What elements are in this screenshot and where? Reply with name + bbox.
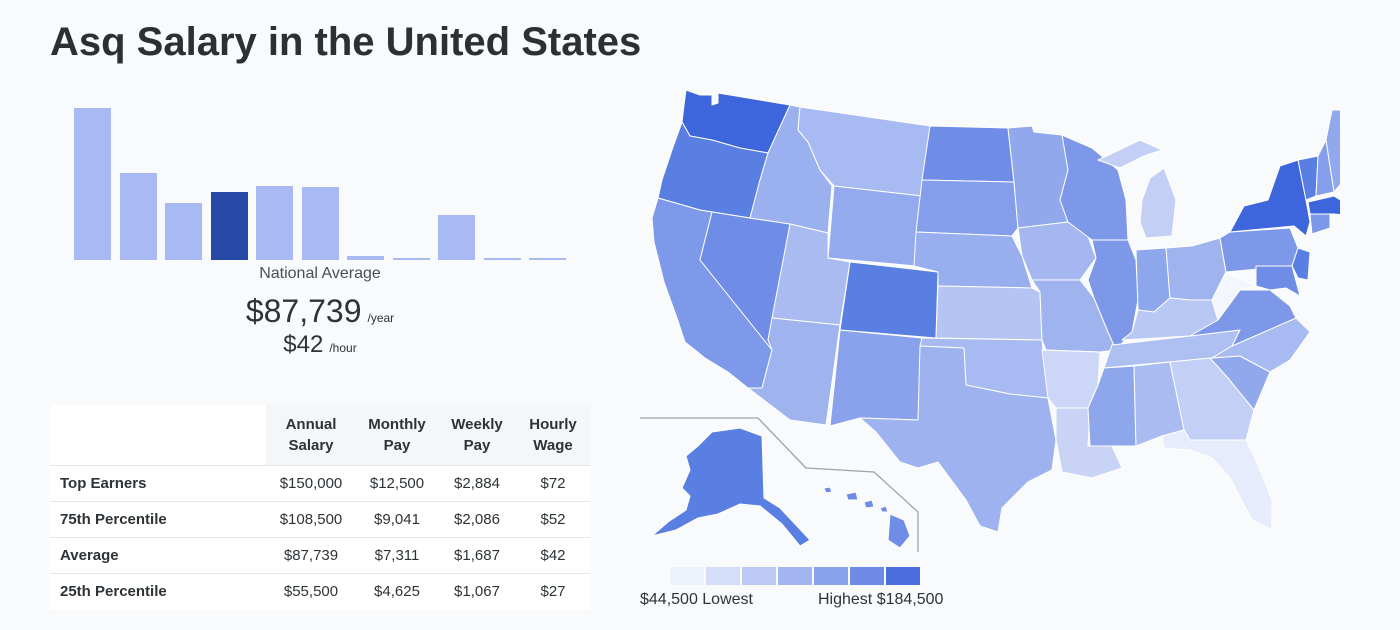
legend-swatch (814, 567, 848, 585)
annual-cell: $87,739 (266, 537, 356, 574)
state-florida[interactable] (1161, 429, 1273, 531)
histogram-bar (74, 108, 111, 260)
state-michigan[interactable] (1097, 139, 1177, 239)
table-row: 25th Percentile $55,500 $4,625 $1,067 $2… (50, 573, 590, 610)
national-average-hourly: $42/hour (170, 331, 470, 359)
state-massachusetts[interactable] (1307, 195, 1340, 216)
legend-swatch (886, 567, 920, 585)
weekly-cell: $2,884 (438, 465, 516, 502)
legend-swatch (778, 567, 812, 585)
table-header-row: Annual Salary Monthly Pay Weekly Pay Hou… (50, 405, 590, 466)
column-header: Monthly Pay (356, 405, 438, 466)
monthly-cell: $12,500 (356, 465, 438, 502)
us-salary-map (640, 89, 1340, 552)
column-header: Annual Salary (266, 405, 356, 466)
hourly-cell: $42 (516, 537, 590, 574)
annual-unit: /year (367, 311, 395, 325)
state-texas[interactable] (859, 345, 1057, 533)
weekly-cell: $1,687 (438, 537, 516, 574)
histogram-bar (438, 215, 475, 260)
row-label: Average (50, 537, 266, 574)
state-alaska[interactable] (651, 427, 811, 547)
histogram-bar (302, 187, 339, 260)
state-new-mexico[interactable] (829, 329, 923, 427)
hourly-cell: $27 (516, 573, 590, 610)
row-label: 75th Percentile (50, 501, 266, 538)
state-wyoming[interactable] (827, 185, 923, 267)
histogram-bar (393, 258, 430, 260)
legend-swatch (670, 567, 704, 585)
state-hawaii[interactable] (823, 486, 911, 549)
state-kansas[interactable] (935, 285, 1043, 341)
map-legend (640, 567, 922, 585)
state-new-jersey[interactable] (1291, 247, 1311, 281)
hourly-amount: $42 (283, 331, 324, 358)
legend-low-label: $44,500 Lowest (640, 591, 753, 608)
hourly-cell: $52 (516, 501, 590, 538)
salary-table: Annual Salary Monthly Pay Weekly Pay Hou… (50, 405, 590, 610)
histogram-bar (120, 173, 157, 260)
legend-swatch (850, 567, 884, 585)
annual-amount: $87,739 (245, 293, 362, 329)
table-header-blank (50, 405, 266, 466)
state-south-dakota[interactable] (915, 179, 1019, 237)
state-north-dakota[interactable] (921, 125, 1015, 183)
histogram-bar (256, 186, 293, 260)
state-pennsylvania[interactable] (1219, 227, 1299, 273)
state-new-york[interactable] (1229, 159, 1311, 237)
state-arizona[interactable] (747, 317, 841, 426)
row-label: Top Earners (50, 465, 266, 502)
hourly-cell: $72 (516, 465, 590, 502)
table-row: Average $87,739 $7,311 $1,687 $42 (50, 537, 590, 574)
annual-cell: $108,500 (266, 501, 356, 538)
histogram-bar (484, 258, 521, 260)
legend-color-scale (670, 567, 922, 585)
histogram-bar (211, 192, 248, 260)
legend-swatch (706, 567, 740, 585)
state-missouri[interactable] (1031, 279, 1117, 353)
weekly-cell: $2,086 (438, 501, 516, 538)
column-header: Weekly Pay (438, 405, 516, 466)
annual-cell: $55,500 (266, 573, 356, 610)
histogram-bar (165, 203, 202, 260)
row-label: 25th Percentile (50, 573, 266, 610)
weekly-cell: $1,067 (438, 573, 516, 610)
national-average-label: National Average (259, 265, 381, 282)
histogram-bar (347, 256, 384, 260)
state-maine[interactable] (1325, 109, 1340, 193)
state-colorado[interactable] (839, 261, 939, 339)
legend-high-label: Highest $184,500 (818, 591, 944, 608)
hourly-unit: /hour (329, 341, 357, 355)
table-row: 75th Percentile $108,500 $9,041 $2,086 $… (50, 501, 590, 538)
legend-swatch (742, 567, 776, 585)
page-title: Asq Salary in the United States (50, 20, 642, 64)
column-header: Hourly Wage (516, 405, 590, 466)
salary-histogram (70, 100, 570, 260)
monthly-cell: $4,625 (356, 573, 438, 610)
monthly-cell: $7,311 (356, 537, 438, 574)
table-row: Top Earners $150,000 $12,500 $2,884 $72 (50, 465, 590, 502)
monthly-cell: $9,041 (356, 501, 438, 538)
national-average-annual: $87,739/year (170, 293, 470, 330)
histogram-bar (529, 258, 566, 260)
annual-cell: $150,000 (266, 465, 356, 502)
state-connecticut[interactable] (1309, 213, 1331, 235)
